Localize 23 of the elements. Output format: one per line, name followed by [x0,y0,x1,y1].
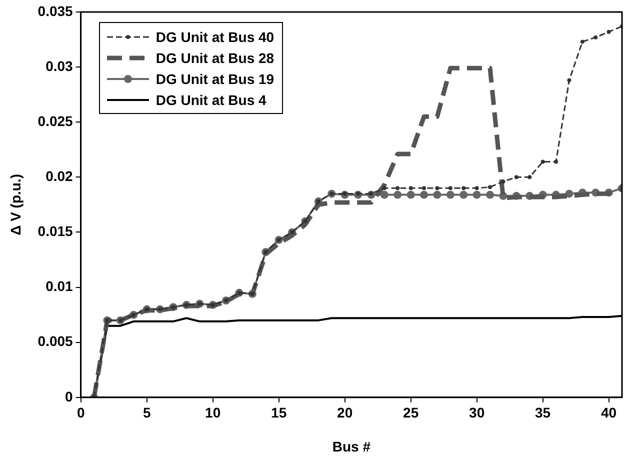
x-tick-label: 0 [76,404,85,421]
x-tick-label: 40 [601,404,617,421]
y-tick-label: 0.03 [46,58,74,74]
x-tick-label: 10 [205,404,221,421]
legend-label: DG Unit at Bus 28 [156,50,274,66]
y-tick-label: 0.015 [38,223,74,240]
y-axis-title: Δ V (p.u.) [7,174,24,236]
x-axis-title: Bus # [332,438,371,454]
y-tick-label: 0.005 [38,333,74,350]
y-tick-label: 0.02 [46,168,74,184]
legend-label: DG Unit at Bus 40 [156,28,274,44]
legend-label: DG Unit at Bus 4 [156,92,266,108]
y-tick-label: 0 [65,388,74,404]
x-tick-label: 20 [337,404,353,421]
y-tick-label: 0.01 [46,278,74,294]
x-tick-label: 30 [469,404,485,421]
legend-label: DG Unit at Bus 19 [156,70,274,86]
y-tick-label: 0.035 [38,2,74,19]
x-tick-label: 25 [403,404,419,421]
x-tick-label: 15 [271,404,287,421]
x-tick-label: 5 [142,404,151,421]
y-tick-label: 0.025 [38,112,74,129]
x-tick-label: 35 [535,404,551,421]
